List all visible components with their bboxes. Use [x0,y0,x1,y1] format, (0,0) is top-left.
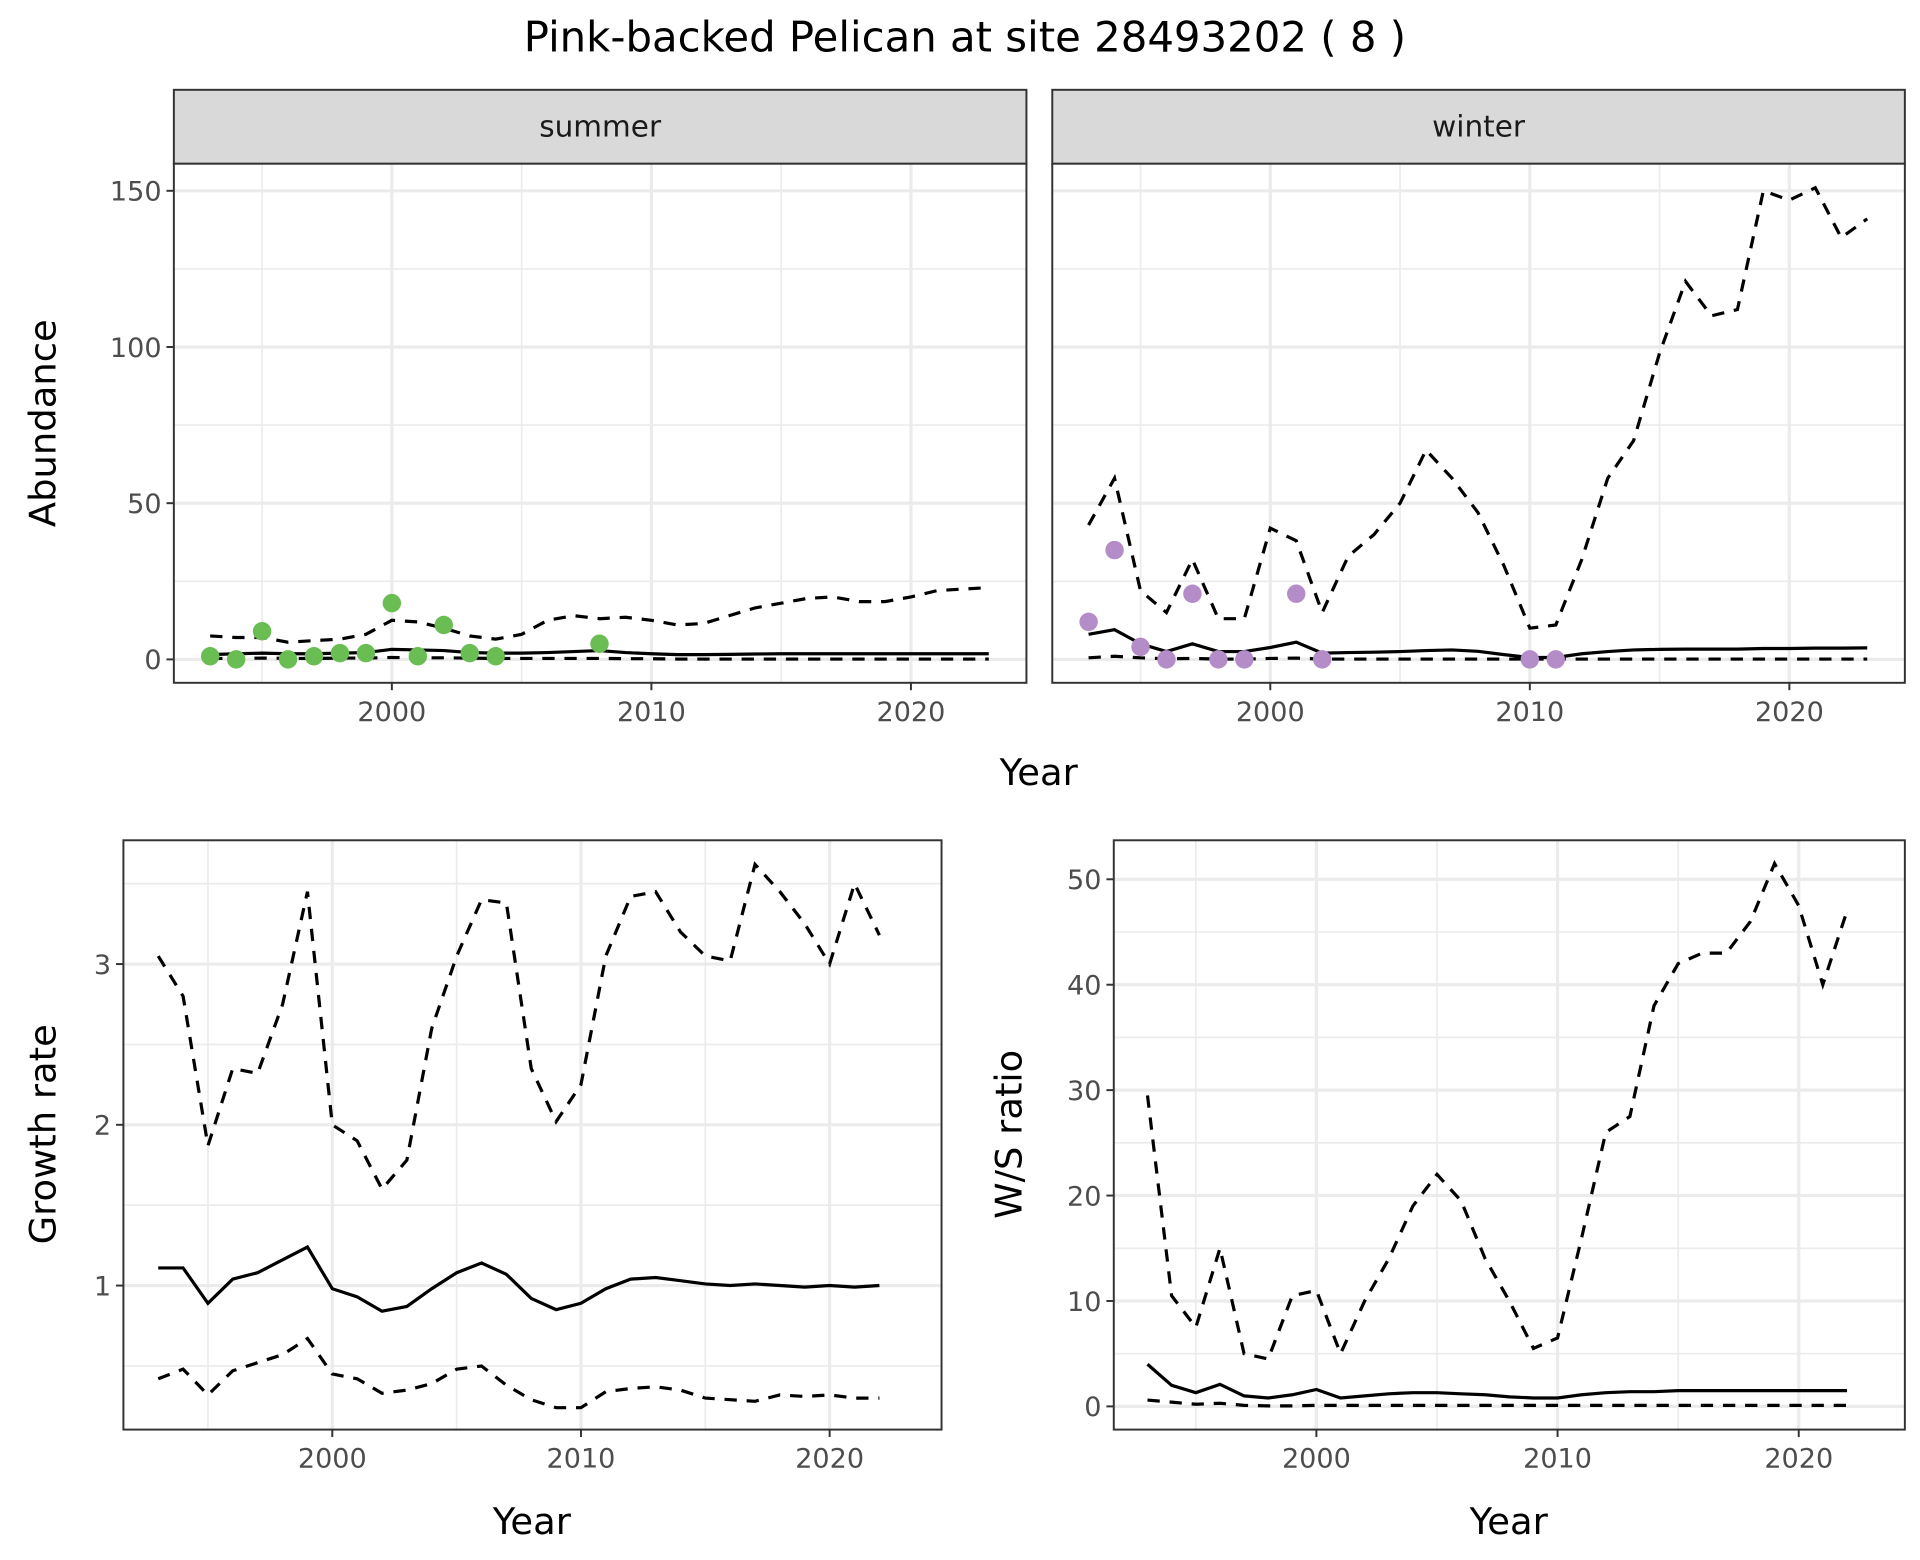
y-axis-title: Growth rate [22,1024,65,1244]
x-tick-label: 2000 [1236,697,1305,728]
observed-point [1131,637,1150,657]
mean-line [1146,1363,1848,1400]
observed-point [1079,612,1098,632]
x-tick-label: 2000 [298,1444,367,1475]
figure-title: Pink-backed Pelican at site 28493202 ( 8… [524,13,1406,62]
observed-point [434,615,453,635]
x-tick-label: 2020 [1755,697,1824,728]
observed-point [1105,540,1124,560]
observed-point [1235,650,1254,669]
observed-point [408,647,428,666]
observed-point [1209,650,1228,669]
observed-point [252,622,272,641]
observed-point [590,634,609,653]
lower-bound-line [1147,1398,1848,1408]
x-tick-label: 2020 [1764,1444,1833,1475]
y-tick-label: 3 [94,950,111,981]
panel-background [1113,840,1905,1430]
facet-strip [172,88,1028,165]
observed-point [486,647,505,666]
y-tick-label: 0 [144,645,161,676]
upper-bound-line [1145,859,1849,1361]
facet-strip [1051,88,1906,165]
observed-point [1157,650,1176,669]
panel-background [173,163,1027,683]
x-axis-title: Year [1469,1500,1549,1543]
y-axis-title: W/S ratio [988,1050,1031,1219]
upper-bound-line [1087,185,1869,630]
lower-bound-line [1088,654,1868,661]
y-tick-label: 20 [1067,1181,1101,1212]
lower-bound-line [157,1336,880,1410]
observed-point [278,650,298,669]
panel-ratio: 2000 2010 2020 0 10 20 30 40 50 [1067,839,1906,1475]
observed-point [1183,584,1202,604]
observed-point [460,643,479,663]
x-axis-title: Year [999,751,1079,794]
mean-line [158,1244,880,1313]
observed-point [356,643,376,663]
y-tick-label: 50 [1067,865,1101,896]
panel-border [1112,839,1906,1431]
y-tick-label: 1 [94,1271,111,1302]
panel-growth: 2000 2010 2020 1 2 3 [94,839,943,1475]
observed-point [1287,584,1306,604]
observed-point [226,650,246,669]
upper-bound-line [210,585,989,644]
observed-point [382,593,402,613]
observed-point [1312,650,1332,669]
observed-point [304,647,324,666]
x-tick-label: 2020 [795,1444,864,1475]
observed-point [330,643,350,663]
x-tick-label: 2010 [1523,1444,1592,1475]
x-tick-label: 2000 [1282,1444,1351,1475]
y-tick-label: 10 [1067,1287,1101,1318]
y-axis-title: Abundance [22,319,65,527]
facet-strip-label: summer [539,110,662,144]
y-tick-label: 40 [1067,971,1101,1002]
panel-winter: 2000 2010 2020 winter [1051,88,1906,728]
y-tick-label: 0 [1084,1392,1101,1423]
x-axis-title: Year [492,1500,572,1543]
panel-summer: 2000 2010 2020 0 50 100 150 summer [110,88,1028,728]
y-tick-label: 30 [1067,1076,1101,1107]
y-tick-label: 100 [110,333,162,364]
y-tick-label: 50 [127,489,161,520]
x-tick-label: 2010 [1495,697,1564,728]
observed-point [200,647,220,666]
x-tick-label: 2020 [877,697,946,728]
y-tick-label: 2 [94,1111,111,1142]
panel-background [1052,163,1905,683]
observed-point [1520,650,1540,669]
x-tick-label: 2010 [617,697,686,728]
lower-bound-line [210,655,989,661]
panel-border [122,839,943,1431]
upper-bound-line [156,861,881,1192]
x-tick-label: 2000 [357,697,426,728]
y-tick-label: 150 [110,177,162,208]
facet-strip-label: winter [1432,110,1526,144]
observed-point [1546,650,1566,669]
x-tick-label: 2010 [547,1444,616,1475]
panel-background [123,840,942,1430]
